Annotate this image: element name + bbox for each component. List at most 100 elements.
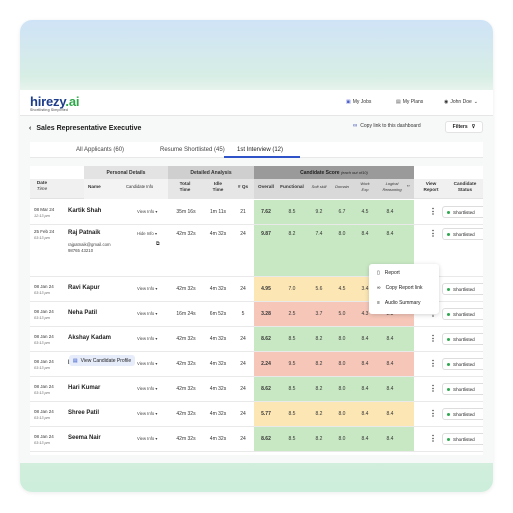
table-row: 08 Jan 24 03:13 pm Seema Nair View Info ▾ 42… [30, 427, 483, 452]
collapse-icon[interactable]: ‹› [407, 183, 410, 188]
status-dot-icon [447, 362, 450, 366]
question-count: 24 [240, 436, 246, 442]
status-dot-icon [447, 210, 450, 214]
user-menu[interactable]: ◉ John Doe ⌄ [444, 99, 478, 105]
more-options-icon[interactable]: ⋮ [429, 334, 437, 343]
more-options-icon[interactable]: ⋮ [429, 359, 437, 368]
tab-bar: All Applicants (60) Resume Shortlisted (… [30, 142, 483, 158]
contact-details: rajpatnaik@gmail.com 98765 43210 [68, 242, 111, 254]
score-functional: 8.5 [288, 336, 296, 342]
more-options-icon[interactable]: ⋮ [429, 409, 437, 418]
status-dot-icon [447, 412, 450, 416]
copy-link-button[interactable]: ∞ Copy link to this dashboard [353, 123, 421, 129]
header-date: Date Time [36, 180, 48, 191]
view-info-toggle[interactable]: View Info ▾ [137, 311, 158, 316]
view-info-toggle[interactable]: View Info ▾ [137, 411, 158, 416]
view-info-toggle[interactable]: View Info ▾ [137, 336, 158, 341]
candidate-name: Raj Patnaik [68, 230, 101, 236]
score-logical: 8.4 [386, 231, 394, 237]
status-dropdown[interactable]: Shortlisted▾ [442, 308, 483, 320]
score-domain: 6.7 [338, 209, 346, 215]
idle-time: 4m 32s [209, 336, 227, 342]
view-info-toggle[interactable]: View Info ▾ [137, 436, 158, 441]
nav-my-plans[interactable]: ▤ My Plans [396, 99, 424, 105]
score-logical: 8.4 [386, 411, 394, 417]
score-domain: 8.0 [338, 386, 346, 392]
document-icon: ▤ [72, 357, 78, 364]
candidate-name: Hari Kumar [68, 385, 101, 391]
filter-icon: ⊽ [471, 124, 476, 130]
logo[interactable]: hirezy.ai [30, 94, 80, 109]
chevron-down-icon: ▾ [155, 436, 158, 441]
status-dropdown[interactable]: Shortlisted▾ [442, 228, 483, 240]
view-info-toggle[interactable]: View Info ▾ [137, 361, 158, 366]
question-count: 24 [240, 231, 246, 237]
status-dropdown[interactable]: Shortlisted▾ [442, 206, 483, 218]
more-options-icon[interactable]: ⋮ [429, 434, 437, 443]
header-logical-reasoning: Logical Reasoning [382, 181, 402, 192]
status-dropdown[interactable]: Shortlisted▾ [442, 283, 483, 295]
table-row: 08 Jan 24 03:13 pm Shree Patil View Info ▾ 4… [30, 402, 483, 427]
chevron-down-icon: ▾ [155, 411, 158, 416]
question-count: 24 [240, 386, 246, 392]
group-personal-details: Personal Details [84, 166, 168, 179]
filters-button[interactable]: Filters ⊽ [445, 121, 483, 133]
header-work-exp: Work Exp [360, 181, 370, 192]
view-info-toggle[interactable]: View Info ▾ [137, 209, 158, 214]
score-work: 8.4 [361, 411, 369, 417]
menu-item-audio-summary[interactable]: ≡ Audio Summary [377, 300, 421, 306]
header-total-time: Total Time [179, 181, 191, 192]
score-work: 8.4 [361, 436, 369, 442]
idle-time: 4m 32s [209, 361, 227, 367]
view-info-toggle[interactable]: View Info ▾ [137, 386, 158, 391]
date-cell: 08 Jan 24 03:13 pm [34, 384, 54, 395]
personal-header-bg [84, 179, 168, 199]
score-band [254, 327, 414, 351]
status-dot-icon [447, 337, 450, 341]
link-icon: ∞ [377, 285, 381, 291]
view-info-toggle[interactable]: View Info ▾ [137, 286, 158, 291]
tab-first-interview[interactable]: 1st Interview (12) [237, 147, 284, 153]
score-work: 4.5 [361, 209, 369, 215]
copy-icon[interactable]: ⧉ [156, 241, 160, 247]
tab-all-applicants[interactable]: All Applicants (60) [76, 147, 125, 153]
status-dropdown[interactable]: Shortlisted▾ [442, 408, 483, 420]
view-candidate-profile-button[interactable]: ▤ View Candidate Profile [69, 355, 135, 366]
report-menu: ▯ Report ∞ Copy Report link ≡ Audio Summary [369, 264, 439, 314]
tab-resume-shortlisted[interactable]: Resume Shortlisted (45) [160, 147, 225, 153]
back-icon[interactable]: ‹ [29, 125, 32, 132]
status-dropdown[interactable]: Shortlisted▾ [442, 383, 483, 395]
status-dropdown[interactable]: Shortlisted▾ [442, 358, 483, 370]
menu-item-copy-report-link[interactable]: ∞ Copy Report link [377, 285, 423, 291]
score-functional: 8.5 [288, 436, 296, 442]
score-soft: 7.4 [315, 231, 323, 237]
score-work: 8.4 [361, 231, 369, 237]
score-soft: 8.2 [315, 436, 323, 442]
header-candidate-status: Candidate Status [453, 181, 477, 192]
date-cell: 08 Jan 24 03:13 pm [34, 334, 54, 345]
score-domain: 8.0 [338, 231, 346, 237]
more-options-icon[interactable]: ⋮ [429, 207, 437, 216]
question-count: 24 [240, 361, 246, 367]
score-logical: 2.8 [386, 311, 394, 317]
status-dot-icon [447, 232, 450, 236]
chevron-down-icon: ▾ [155, 209, 158, 214]
nav-my-jobs[interactable]: ▣ My Jobs [346, 99, 372, 105]
date-cell: 08 Jan 24 03:13 pm [34, 359, 54, 370]
more-options-icon[interactable]: ⋮ [429, 229, 437, 238]
date-cell: 08 Mar 24 12:13 pm [34, 207, 55, 218]
question-count: 24 [240, 336, 246, 342]
header-soft-skill: Soft skill [311, 184, 327, 189]
status-dropdown[interactable]: Shortlisted▾ [442, 333, 483, 345]
score-work: 8.4 [361, 336, 369, 342]
score-overall: 8.62 [261, 386, 271, 392]
total-time: 42m 32s [176, 361, 196, 367]
menu-item-report[interactable]: ▯ Report [377, 270, 400, 276]
score-functional: 8.5 [288, 411, 296, 417]
phone-text: 98765 43210 [68, 248, 94, 253]
more-options-icon[interactable]: ⋮ [429, 384, 437, 393]
view-info-toggle[interactable]: Hide Info ▾ [137, 231, 158, 236]
status-dropdown[interactable]: Shortlisted▾ [442, 433, 483, 445]
idle-time: 1m 11s [209, 209, 227, 215]
